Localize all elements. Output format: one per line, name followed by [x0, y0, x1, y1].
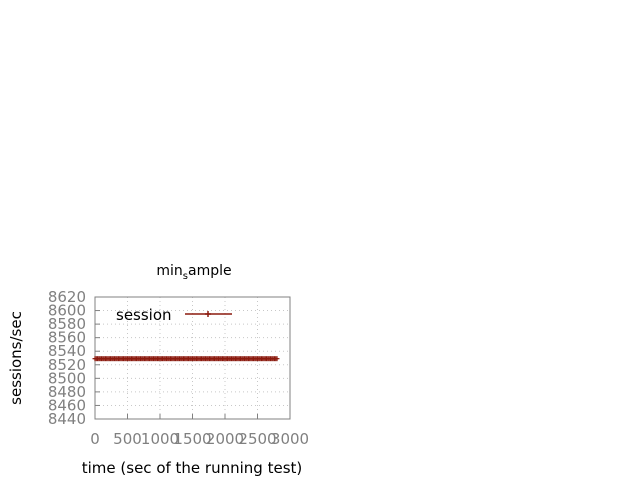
- x-tick-label: 1500: [173, 430, 211, 448]
- legend: session: [116, 306, 232, 324]
- y-tick-label: 8540: [48, 342, 86, 360]
- y-tick-label: 8440: [48, 410, 86, 428]
- x-tick-label: 1000: [141, 430, 179, 448]
- x-tick-label: 2500: [238, 430, 276, 448]
- y-tick-label: 8560: [48, 329, 86, 347]
- x-tick-label: 500: [113, 430, 142, 448]
- x-tick-label: 3000: [271, 430, 309, 448]
- y-tick-label: 8600: [48, 302, 86, 320]
- legend-label: session: [116, 306, 172, 324]
- x-tick-label: 2000: [206, 430, 244, 448]
- y-tick-label: 8580: [48, 315, 86, 333]
- y-tick-label: 8620: [48, 288, 86, 306]
- y-tick-label: 8520: [48, 356, 86, 374]
- x-axis-title: time (sec of the running test): [82, 459, 303, 477]
- y-axis-title: sessions/sec: [7, 311, 25, 405]
- chart-title: minsample: [156, 263, 231, 282]
- x-tick-label: 0: [90, 430, 100, 448]
- series: [92, 356, 280, 362]
- y-tick-label: 8500: [48, 369, 86, 387]
- y-tick-label: 8480: [48, 383, 86, 401]
- y-tick-label: 8460: [48, 396, 86, 414]
